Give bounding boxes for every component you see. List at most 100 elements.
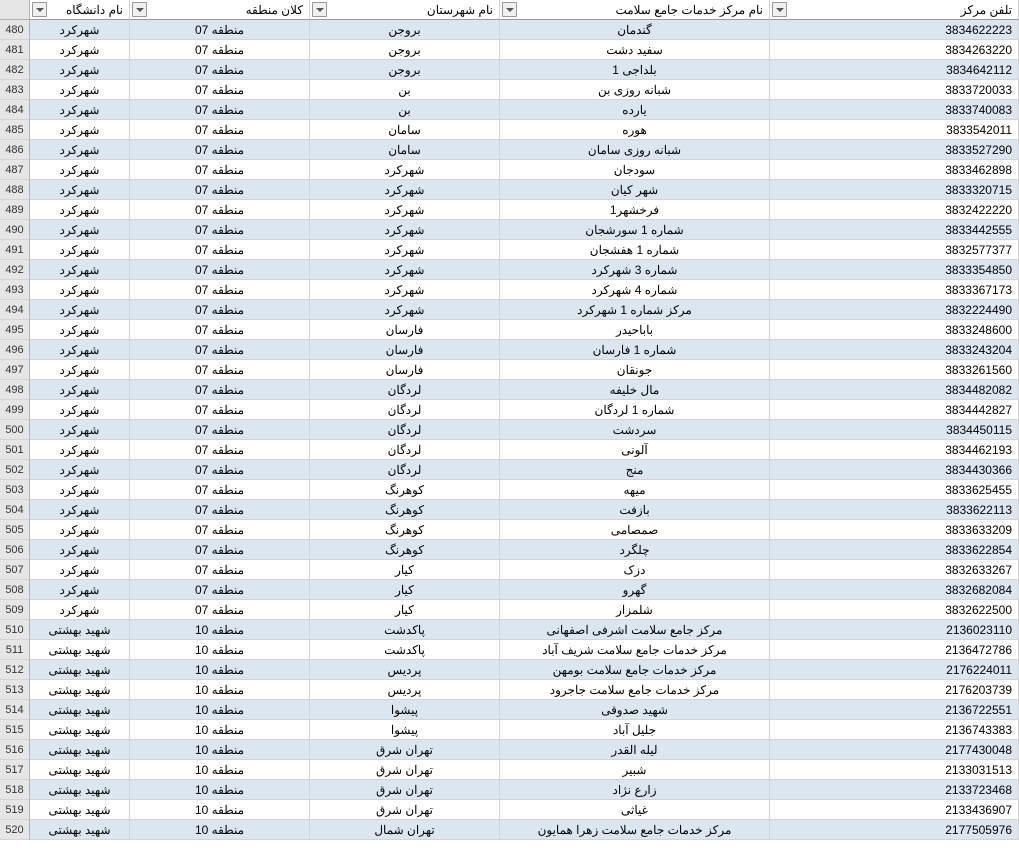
cell-university[interactable]: شهرکرد	[30, 100, 130, 120]
row-number[interactable]: 510	[0, 620, 30, 640]
cell-county[interactable]: کیار	[310, 560, 500, 580]
cell-center[interactable]: چلگرد	[500, 540, 770, 560]
cell-center[interactable]: شبانه روزی بن	[500, 80, 770, 100]
cell-county[interactable]: تهران شرق	[310, 780, 500, 800]
row-number[interactable]: 512	[0, 660, 30, 680]
cell-university[interactable]: شهرکرد	[30, 420, 130, 440]
cell-county[interactable]: بروجن	[310, 60, 500, 80]
cell-phone[interactable]: 3834442827	[770, 400, 1019, 420]
cell-center[interactable]: شماره 3 شهرکرد	[500, 260, 770, 280]
cell-university[interactable]: شهرکرد	[30, 40, 130, 60]
cell-region[interactable]: منطقه 07	[130, 100, 310, 120]
cell-center[interactable]: شماره 1 سورشجان	[500, 220, 770, 240]
cell-county[interactable]: بروجن	[310, 40, 500, 60]
cell-region[interactable]: منطقه 07	[130, 540, 310, 560]
cell-center[interactable]: بلداجی 1	[500, 60, 770, 80]
cell-phone[interactable]: 3832577377	[770, 240, 1019, 260]
cell-center[interactable]: بازفت	[500, 500, 770, 520]
cell-region[interactable]: منطقه 07	[130, 180, 310, 200]
cell-region[interactable]: منطقه 07	[130, 420, 310, 440]
cell-center[interactable]: هوره	[500, 120, 770, 140]
cell-university[interactable]: شهرکرد	[30, 320, 130, 340]
cell-university[interactable]: شهرکرد	[30, 240, 130, 260]
cell-region[interactable]: منطقه 07	[130, 360, 310, 380]
cell-university[interactable]: شهرکرد	[30, 540, 130, 560]
cell-center[interactable]: زارع نژاد	[500, 780, 770, 800]
cell-university[interactable]: شهرکرد	[30, 600, 130, 620]
cell-county[interactable]: کوهرنگ	[310, 520, 500, 540]
cell-center[interactable]: شماره 4 شهرکرد	[500, 280, 770, 300]
cell-center[interactable]: گهرو	[500, 580, 770, 600]
cell-region[interactable]: منطقه 10	[130, 660, 310, 680]
cell-region[interactable]: منطقه 07	[130, 300, 310, 320]
row-number[interactable]: 500	[0, 420, 30, 440]
cell-phone[interactable]: 3833633209	[770, 520, 1019, 540]
cell-phone[interactable]: 2177505976	[770, 820, 1019, 840]
cell-region[interactable]: منطقه 10	[130, 700, 310, 720]
cell-center[interactable]: جونقان	[500, 360, 770, 380]
cell-phone[interactable]: 3833248600	[770, 320, 1019, 340]
row-number[interactable]: 518	[0, 780, 30, 800]
cell-phone[interactable]: 3833442555	[770, 220, 1019, 240]
row-number[interactable]: 495	[0, 320, 30, 340]
row-number[interactable]: 497	[0, 360, 30, 380]
filter-dropdown-icon[interactable]	[132, 2, 147, 17]
cell-region[interactable]: منطقه 07	[130, 40, 310, 60]
cell-center[interactable]: سفید دشت	[500, 40, 770, 60]
cell-region[interactable]: منطقه 07	[130, 500, 310, 520]
cell-region[interactable]: منطقه 07	[130, 560, 310, 580]
cell-phone[interactable]: 2136743383	[770, 720, 1019, 740]
cell-phone[interactable]: 3834622223	[770, 20, 1019, 40]
cell-university[interactable]: شهید بهشتی	[30, 700, 130, 720]
row-number[interactable]: 498	[0, 380, 30, 400]
cell-university[interactable]: شهید بهشتی	[30, 720, 130, 740]
cell-phone[interactable]: 2136722551	[770, 700, 1019, 720]
cell-region[interactable]: منطقه 07	[130, 120, 310, 140]
row-number[interactable]: 511	[0, 640, 30, 660]
cell-county[interactable]: شهرکرد	[310, 260, 500, 280]
cell-university[interactable]: شهرکرد	[30, 80, 130, 100]
cell-county[interactable]: سامان	[310, 140, 500, 160]
row-number[interactable]: 493	[0, 280, 30, 300]
cell-county[interactable]: پیشوا	[310, 720, 500, 740]
cell-county[interactable]: لردگان	[310, 380, 500, 400]
row-number[interactable]: 490	[0, 220, 30, 240]
cell-phone[interactable]: 3833367173	[770, 280, 1019, 300]
cell-county[interactable]: فارسان	[310, 360, 500, 380]
cell-county[interactable]: شهرکرد	[310, 280, 500, 300]
cell-center[interactable]: میهه	[500, 480, 770, 500]
cell-center[interactable]: غیاثی	[500, 800, 770, 820]
cell-phone[interactable]: 2133723468	[770, 780, 1019, 800]
row-number[interactable]: 492	[0, 260, 30, 280]
cell-university[interactable]: شهرکرد	[30, 160, 130, 180]
cell-county[interactable]: لردگان	[310, 400, 500, 420]
column-header-center[interactable]: نام مرکز خدمات جامع سلامت	[500, 0, 770, 20]
cell-county[interactable]: شهرکرد	[310, 180, 500, 200]
cell-center[interactable]: منج	[500, 460, 770, 480]
cell-center[interactable]: مرکز خدمات جامع سلامت زهرا همایون	[500, 820, 770, 840]
row-number[interactable]: 508	[0, 580, 30, 600]
cell-phone[interactable]: 3832224490	[770, 300, 1019, 320]
cell-university[interactable]: شهرکرد	[30, 380, 130, 400]
row-number[interactable]: 517	[0, 760, 30, 780]
cell-county[interactable]: بروجن	[310, 20, 500, 40]
row-number[interactable]: 494	[0, 300, 30, 320]
cell-region[interactable]: منطقه 10	[130, 740, 310, 760]
cell-region[interactable]: منطقه 07	[130, 220, 310, 240]
cell-center[interactable]: شماره 1 فارسان	[500, 340, 770, 360]
cell-phone[interactable]: 2136472786	[770, 640, 1019, 660]
cell-phone[interactable]: 3834430366	[770, 460, 1019, 480]
cell-university[interactable]: شهید بهشتی	[30, 660, 130, 680]
row-number[interactable]: 509	[0, 600, 30, 620]
cell-county[interactable]: فارسان	[310, 340, 500, 360]
cell-region[interactable]: منطقه 07	[130, 340, 310, 360]
cell-center[interactable]: شهید صدوقی	[500, 700, 770, 720]
cell-region[interactable]: منطقه 07	[130, 600, 310, 620]
row-number[interactable]: 515	[0, 720, 30, 740]
cell-center[interactable]: مرکز شماره 1 شهرکرد	[500, 300, 770, 320]
cell-university[interactable]: شهرکرد	[30, 400, 130, 420]
filter-dropdown-icon[interactable]	[32, 2, 47, 17]
row-number[interactable]: 513	[0, 680, 30, 700]
cell-center[interactable]: گندمان	[500, 20, 770, 40]
cell-phone[interactable]: 3833622854	[770, 540, 1019, 560]
